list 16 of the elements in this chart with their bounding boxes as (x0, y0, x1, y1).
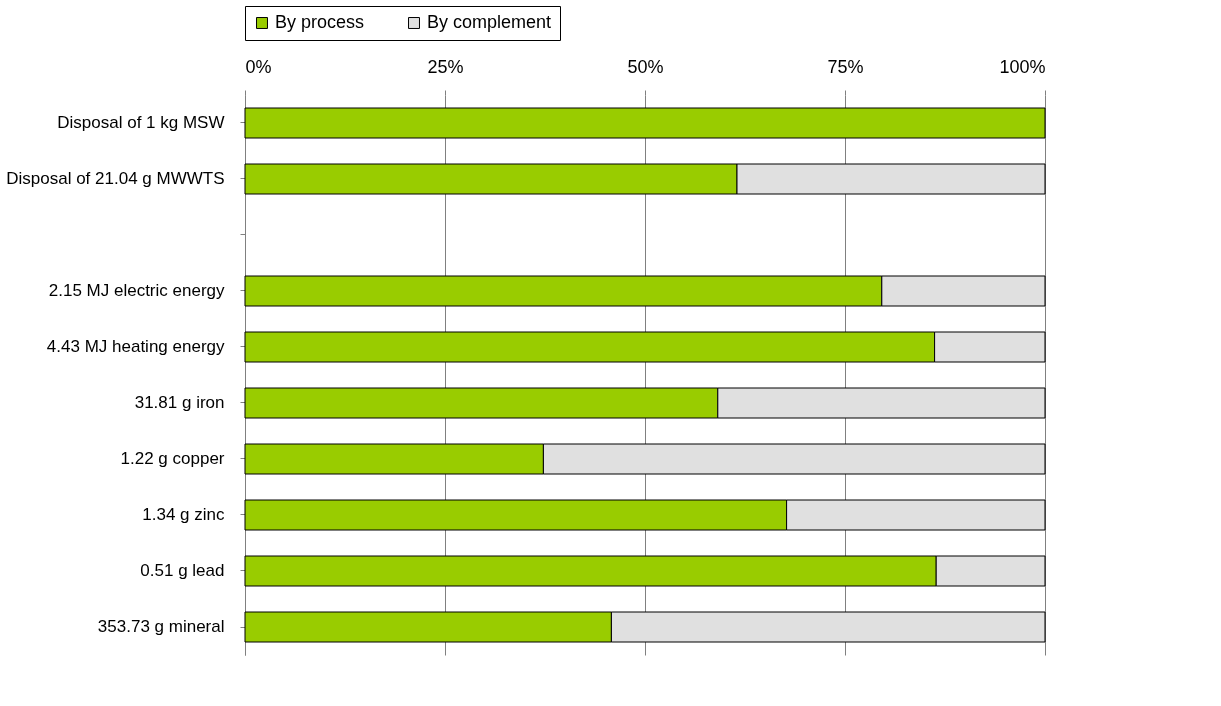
x-tick-label: 50% (627, 56, 664, 77)
x-tick-label: 75% (827, 56, 864, 77)
y-tick-label: 4.43 MJ heating energy (46, 337, 225, 356)
y-tick-label: 0.51 g lead (140, 561, 225, 580)
y-tick-label: 1.22 g copper (120, 449, 225, 468)
y-tick-label: 353.73 g mineral (97, 617, 225, 636)
y-tick-label: Disposal of 1 kg MSW (57, 113, 225, 132)
y-tick-label: 2.15 MJ electric energy (48, 281, 225, 300)
x-tick-label: 100% (999, 56, 1046, 77)
legend-label: By complement (427, 12, 552, 32)
y-tick-label: 1.34 g zinc (142, 505, 225, 524)
x-tick-label: 25% (427, 56, 464, 77)
legend-label: By process (275, 12, 365, 32)
y-tick-label: 31.81 g iron (134, 393, 225, 412)
y-tick-label: Disposal of 21.04 g MWWTS (6, 169, 225, 188)
x-tick-label: 0% (245, 56, 272, 77)
